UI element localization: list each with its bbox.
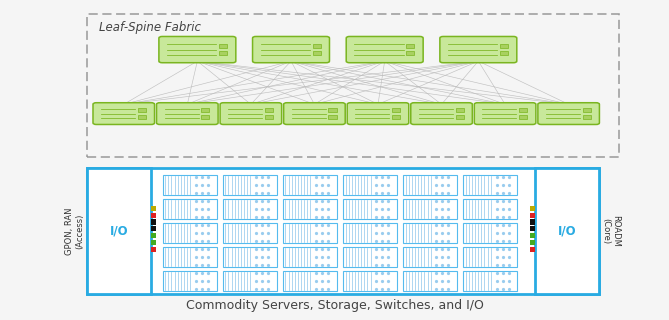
Bar — [403, 247, 457, 267]
Bar — [535, 168, 599, 294]
Bar — [343, 247, 397, 267]
Bar — [403, 199, 457, 219]
Bar — [519, 115, 527, 119]
Bar — [392, 115, 400, 119]
Bar — [530, 226, 535, 231]
Bar — [463, 247, 517, 267]
Bar — [201, 115, 209, 119]
Bar — [283, 199, 337, 219]
FancyBboxPatch shape — [253, 36, 330, 63]
Bar — [138, 108, 146, 112]
FancyBboxPatch shape — [93, 103, 155, 124]
Bar — [463, 199, 517, 219]
Bar — [201, 108, 209, 112]
Bar — [406, 51, 414, 55]
Bar — [151, 206, 156, 211]
Bar — [219, 44, 227, 48]
Bar — [265, 108, 273, 112]
Text: I/O: I/O — [558, 225, 576, 238]
Bar — [313, 44, 321, 48]
Bar — [343, 175, 397, 195]
FancyBboxPatch shape — [157, 103, 218, 124]
Bar — [87, 168, 151, 294]
Text: Commodity Servers, Storage, Switches, and I/O: Commodity Servers, Storage, Switches, an… — [185, 299, 484, 312]
Bar — [403, 175, 457, 195]
Bar — [87, 168, 599, 294]
Bar — [283, 247, 337, 267]
Bar — [456, 108, 464, 112]
Bar — [138, 115, 146, 119]
Bar — [163, 223, 217, 243]
FancyBboxPatch shape — [87, 14, 619, 157]
Bar — [463, 175, 517, 195]
Bar — [583, 108, 591, 112]
Bar — [151, 220, 156, 225]
Bar — [456, 115, 464, 119]
Bar — [392, 108, 400, 112]
Bar — [151, 212, 156, 218]
Bar — [163, 271, 217, 291]
Bar — [328, 108, 337, 112]
Bar — [223, 175, 277, 195]
Bar — [283, 223, 337, 243]
Bar — [406, 44, 414, 48]
Text: GPON, RAN
(Access): GPON, RAN (Access) — [66, 207, 84, 255]
FancyBboxPatch shape — [220, 103, 282, 124]
FancyBboxPatch shape — [159, 36, 235, 63]
Bar — [530, 233, 535, 238]
Bar — [223, 199, 277, 219]
Bar — [219, 51, 227, 55]
Text: I/O: I/O — [110, 225, 128, 238]
Bar — [343, 271, 397, 291]
Bar — [530, 247, 535, 252]
Bar — [403, 271, 457, 291]
Text: ROADM
(Core): ROADM (Core) — [601, 215, 620, 247]
Bar — [313, 51, 321, 55]
Bar — [343, 223, 397, 243]
FancyBboxPatch shape — [284, 103, 345, 124]
Bar — [328, 115, 337, 119]
Bar — [530, 220, 535, 225]
Bar — [283, 271, 337, 291]
Bar — [163, 175, 217, 195]
Bar — [223, 223, 277, 243]
Bar — [500, 51, 508, 55]
Bar — [151, 240, 156, 245]
Bar — [519, 108, 527, 112]
Bar — [223, 271, 277, 291]
FancyBboxPatch shape — [474, 103, 536, 124]
FancyBboxPatch shape — [411, 103, 472, 124]
Bar — [163, 247, 217, 267]
Bar — [151, 226, 156, 231]
Bar — [223, 247, 277, 267]
Bar — [583, 115, 591, 119]
FancyBboxPatch shape — [538, 103, 599, 124]
FancyBboxPatch shape — [347, 103, 409, 124]
Bar — [403, 223, 457, 243]
Bar — [530, 206, 535, 211]
Bar — [163, 199, 217, 219]
Text: Leaf-Spine Fabric: Leaf-Spine Fabric — [99, 21, 201, 34]
Bar — [463, 271, 517, 291]
Bar — [463, 223, 517, 243]
Bar — [530, 212, 535, 218]
Bar — [530, 240, 535, 245]
Bar — [151, 233, 156, 238]
Bar — [151, 247, 156, 252]
Bar — [500, 44, 508, 48]
Bar — [343, 199, 397, 219]
FancyBboxPatch shape — [440, 36, 517, 63]
Bar — [283, 175, 337, 195]
Bar — [265, 115, 273, 119]
FancyBboxPatch shape — [347, 36, 423, 63]
